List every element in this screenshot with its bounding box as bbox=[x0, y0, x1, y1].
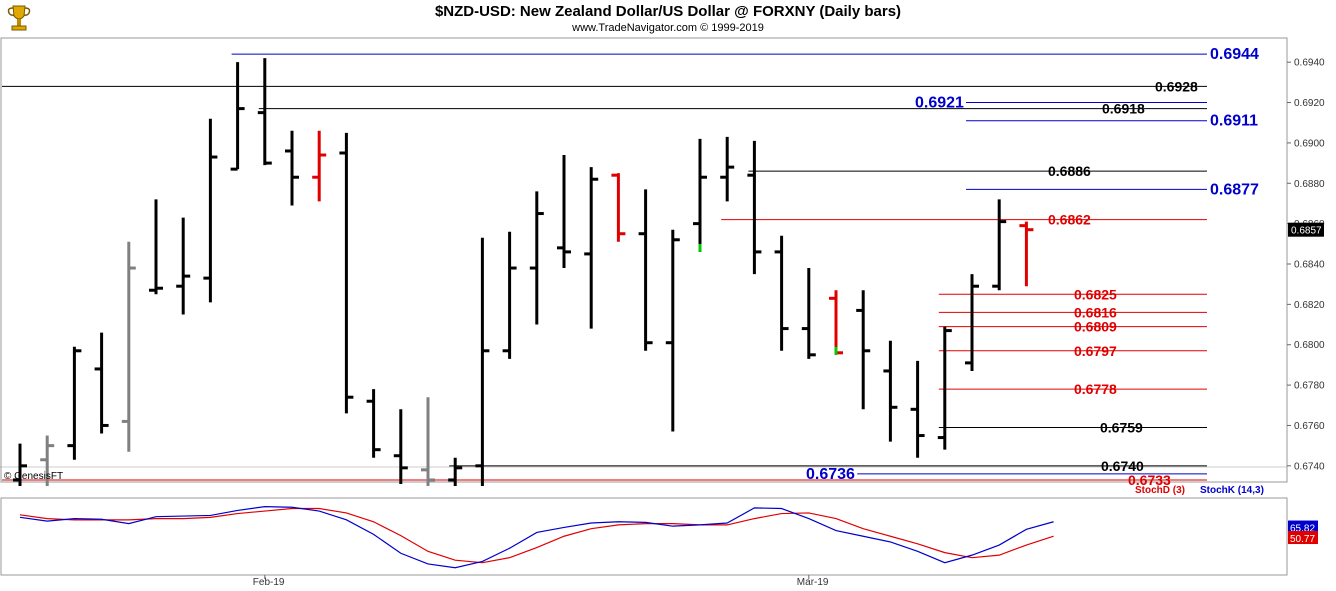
level-lines bbox=[2, 53, 1207, 481]
level-label: 0.6809 bbox=[1074, 319, 1117, 335]
trophy-logo-icon bbox=[7, 5, 31, 31]
level-label: 0.6928 bbox=[1155, 78, 1198, 94]
stoch-k-marker bbox=[1288, 520, 1318, 534]
chart-subtitle: www.TradeNavigator.com © 1999-2019 bbox=[572, 22, 764, 34]
chart-title: $NZD-USD: New Zealand Dollar/US Dollar @… bbox=[434, 3, 902, 20]
stoch-d-marker bbox=[1288, 531, 1318, 545]
price-tick-label: 0.6800 bbox=[1294, 340, 1325, 351]
price-tick-label: 0.6760 bbox=[1294, 421, 1325, 432]
level-label: 0.6825 bbox=[1074, 286, 1117, 302]
date-axis: Feb-19 Mar-19 bbox=[253, 575, 829, 588]
current-price-label: 0.6857 bbox=[1291, 226, 1322, 237]
price-tick-label: 0.6820 bbox=[1294, 300, 1325, 311]
stoch-d-value: 50.77 bbox=[1290, 534, 1315, 545]
level-label: 0.6877 bbox=[1210, 181, 1259, 198]
level-label: 0.6740 bbox=[1101, 458, 1144, 474]
level-labels: 0.6944 0.6928 0.6921 0.6918 0.6911 0.6886 0.68… bbox=[806, 46, 1259, 488]
level-label: 0.6911 bbox=[1210, 113, 1258, 130]
level-label: 0.6759 bbox=[1100, 419, 1143, 435]
chart-frames bbox=[0, 37, 1288, 576]
level-label: 0.6918 bbox=[1102, 101, 1145, 117]
stoch-k-value: 65.82 bbox=[1290, 524, 1315, 535]
level-label: 0.6778 bbox=[1074, 381, 1117, 397]
level-label: 0.6862 bbox=[1048, 212, 1091, 228]
current-price-marker bbox=[1288, 222, 1324, 237]
title-bar: $NZD-USD: New Zealand Dollar/US Dollar @… bbox=[0, 0, 1336, 38]
stoch-k-line bbox=[19, 506, 1054, 569]
level-label: 0.6816 bbox=[1074, 304, 1117, 320]
price-axis: 0.6740 0.6760 0.6780 0.6800 0.6820 0.6840 0.68… bbox=[1287, 58, 1325, 472]
price-tick-label: 0.6940 bbox=[1294, 58, 1325, 69]
level-label: 0.6886 bbox=[1048, 163, 1091, 179]
watermark: © GenesisFT bbox=[4, 471, 63, 482]
date-tick-label: Feb-19 bbox=[253, 577, 285, 588]
price-tick-label: 0.6900 bbox=[1294, 138, 1325, 149]
level-label: 0.6797 bbox=[1074, 343, 1117, 359]
level-label: 0.6944 bbox=[1210, 46, 1259, 63]
ohlc-bars bbox=[13, 58, 1034, 486]
price-tick-label: 0.6880 bbox=[1294, 179, 1325, 190]
price-plot-frame bbox=[0, 37, 1288, 483]
stoch-d-legend: StochD (3) bbox=[1135, 485, 1185, 496]
stochastic-plot-frame bbox=[0, 497, 1288, 576]
price-tick-label: 0.6840 bbox=[1294, 260, 1325, 271]
price-tick-label: 0.6920 bbox=[1294, 98, 1325, 109]
date-tick-label: Mar-19 bbox=[797, 577, 829, 588]
stoch-d-line bbox=[19, 507, 1054, 564]
level-label: 0.6733 bbox=[1128, 472, 1171, 488]
level-label: 0.6921 bbox=[915, 95, 964, 112]
stoch-k-legend: StochK (14,3) bbox=[1200, 485, 1264, 496]
level-label: 0.6736 bbox=[806, 466, 855, 483]
price-tick-label: 0.6740 bbox=[1294, 461, 1325, 472]
price-tick-label: 0.6780 bbox=[1294, 381, 1325, 392]
